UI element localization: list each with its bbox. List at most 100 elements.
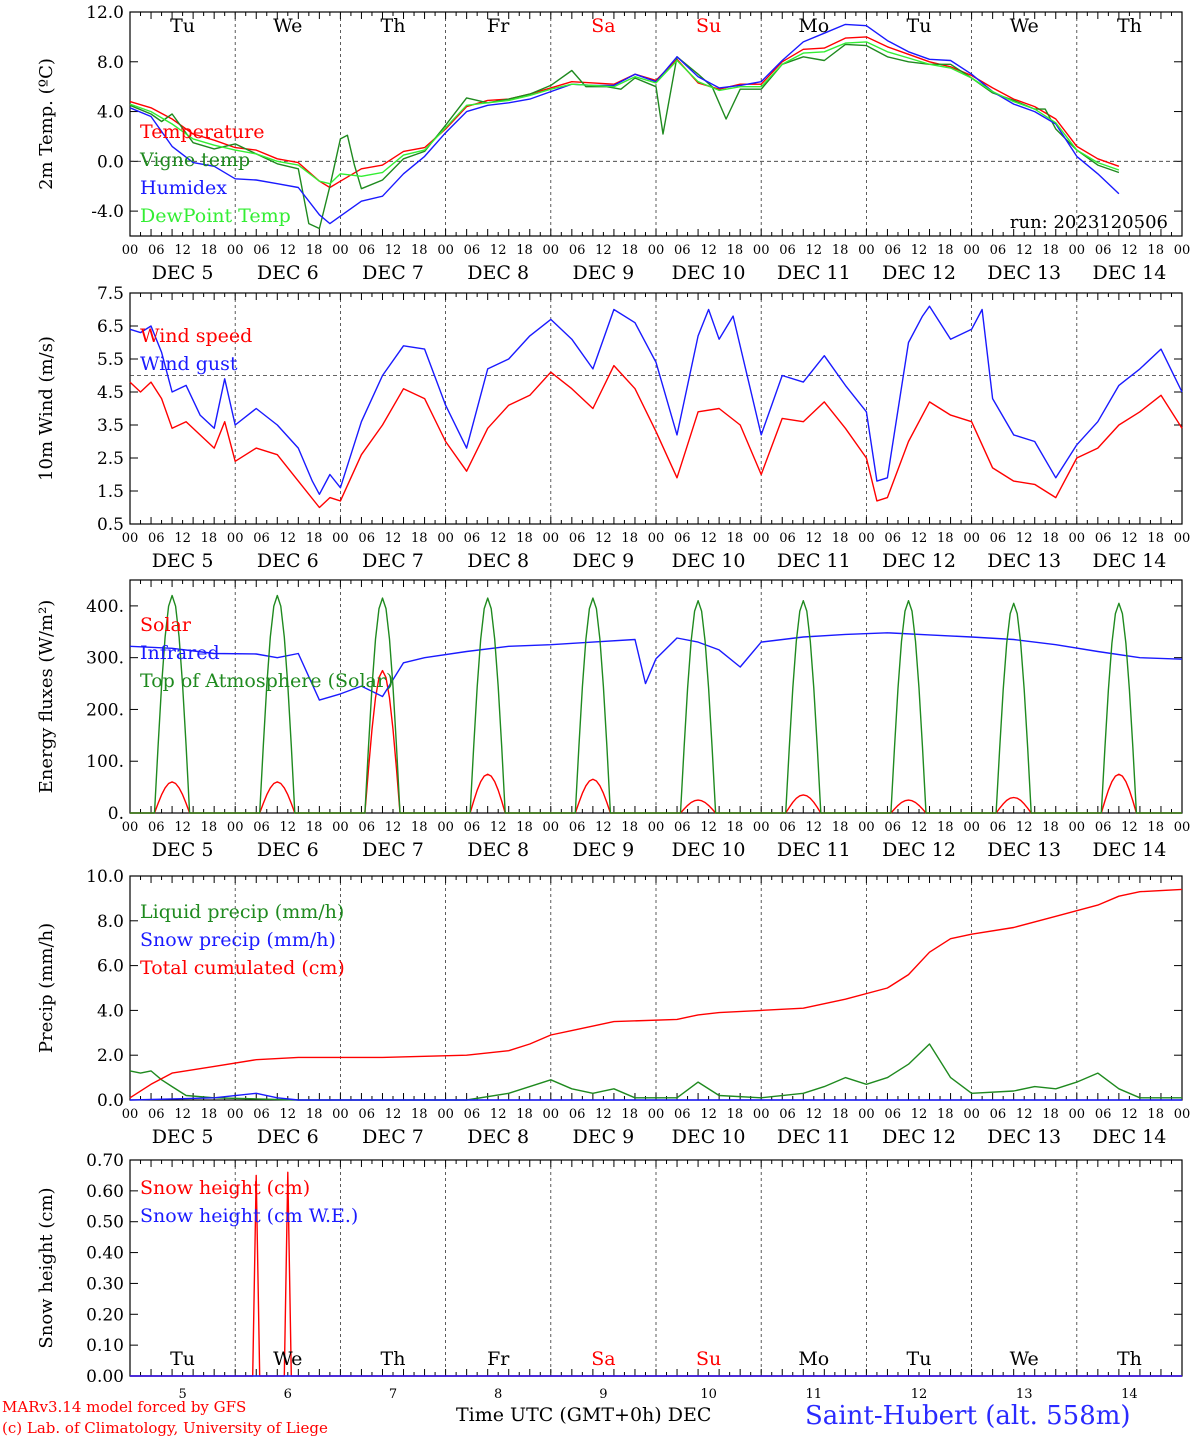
date-label: DEC 6: [257, 262, 319, 284]
hour-tick-label: 18: [727, 243, 744, 258]
hour-tick-label: 12: [280, 820, 297, 835]
hour-tick-label: 18: [516, 243, 533, 258]
hour-tick-label: 18: [306, 243, 323, 258]
panel-2: [129, 292, 1183, 525]
hour-tick-label: 06: [990, 243, 1007, 258]
lab-credit: (c) Lab. of Climatology, University of L…: [2, 1419, 328, 1437]
hour-tick-label: 06: [990, 1107, 1007, 1122]
panel-5: [129, 1159, 1183, 1377]
y-tick-label: 10.0: [86, 867, 124, 887]
legend-entry: Humidex: [140, 177, 227, 199]
hour-tick-label: 18: [1147, 243, 1164, 258]
hour-tick-label: 00: [122, 243, 139, 258]
date-label: DEC 7: [362, 550, 424, 572]
hour-tick-label: 00: [543, 531, 560, 546]
hour-tick-label: 12: [490, 531, 507, 546]
legend-entry: Total cumulated (cm): [140, 957, 345, 979]
x-axis-label: Time UTC (GMT+0h) DEC: [456, 1404, 712, 1426]
hour-tick-label: 18: [306, 531, 323, 546]
legend-entry: Temperature: [140, 121, 264, 143]
series-line-green: [129, 1043, 1182, 1101]
hour-tick-label: 00: [332, 531, 349, 546]
hour-tick-label: 06: [464, 820, 481, 835]
hour-tick-label: 00: [227, 1107, 244, 1122]
hour-tick-label: 12: [595, 243, 612, 258]
hour-tick-label: 18: [937, 820, 954, 835]
hour-tick-label: 06: [1095, 820, 1112, 835]
hour-tick-label: 06: [253, 531, 270, 546]
hour-tick-label: 18: [937, 531, 954, 546]
weekday-label: Mo: [798, 15, 829, 37]
date-label: DEC 6: [257, 839, 319, 861]
y-tick-label: 4.0: [97, 1001, 124, 1021]
date-label: DEC 10: [672, 1126, 746, 1148]
series-line-red: [129, 888, 1183, 1099]
y-tick-label: 0.: [108, 804, 124, 824]
y-tick-label: 0.10: [86, 1336, 124, 1356]
hour-tick-label: 18: [411, 531, 428, 546]
day-number-label: 5: [178, 1387, 186, 1402]
hour-tick-label: 18: [411, 820, 428, 835]
hour-tick-label: 00: [1174, 1107, 1191, 1122]
date-label: DEC 5: [152, 839, 214, 861]
hour-tick-label: 18: [516, 531, 533, 546]
series-line-blue: [129, 1092, 1182, 1101]
hour-tick-label: 06: [358, 820, 375, 835]
hour-tick-label: 12: [806, 531, 823, 546]
hour-tick-label: 12: [806, 820, 823, 835]
hour-tick-label: 12: [806, 1107, 823, 1122]
hour-tick-label: 12: [490, 243, 507, 258]
hour-tick-label: 00: [753, 1107, 770, 1122]
series-line-red: [129, 364, 1183, 509]
hour-tick-label: 00: [963, 820, 980, 835]
y-axis-title: Precip (mm/h): [36, 923, 57, 1053]
hour-tick-label: 12: [1016, 531, 1033, 546]
hour-tick-label: 06: [148, 531, 165, 546]
hour-tick-label: 00: [1069, 1107, 1086, 1122]
model-credit: MARv3.14 model forced by GFS: [2, 1398, 247, 1416]
hour-tick-label: 12: [490, 820, 507, 835]
date-label: DEC 11: [777, 1126, 851, 1148]
hour-tick-label: 12: [1121, 1107, 1138, 1122]
weekday-label: Tu: [907, 15, 932, 37]
y-tick-label: 0.30: [86, 1274, 124, 1294]
hour-tick-label: 00: [227, 243, 244, 258]
hour-tick-label: 00: [1069, 820, 1086, 835]
date-label: DEC 8: [467, 550, 529, 572]
hour-tick-label: 00: [437, 820, 454, 835]
legend-entry: Top of Atmosphere (Solar): [140, 670, 393, 692]
hour-tick-label: 12: [174, 531, 191, 546]
date-label: DEC 14: [1092, 550, 1166, 572]
date-label: DEC 11: [777, 839, 851, 861]
hour-tick-label: 12: [911, 1107, 928, 1122]
weekday-label: Fr: [487, 15, 510, 37]
weekday-label: Sa: [591, 15, 615, 37]
y-tick-label: 2.0: [97, 1046, 124, 1066]
hour-tick-label: 18: [516, 820, 533, 835]
y-axis-title: Energy fluxes (W/m²): [36, 600, 57, 794]
hour-tick-label: 12: [1121, 820, 1138, 835]
plot-frame: [129, 11, 1183, 237]
hour-tick-label: 18: [727, 1107, 744, 1122]
hour-tick-label: 12: [700, 531, 717, 546]
hour-tick-label: 00: [122, 1107, 139, 1122]
hour-tick-label: 00: [332, 820, 349, 835]
hour-tick-label: 06: [1095, 1107, 1112, 1122]
series-line-green: [130, 594, 1182, 814]
date-label: DEC 12: [882, 262, 956, 284]
weekday-label: Su: [696, 1348, 721, 1370]
series-line-blue: [129, 305, 1183, 495]
hour-tick-label: 06: [990, 531, 1007, 546]
hour-tick-label: 18: [727, 820, 744, 835]
hour-tick-label: 18: [1147, 1107, 1164, 1122]
date-label: DEC 9: [573, 839, 635, 861]
y-tick-label: 0.40: [86, 1244, 124, 1264]
weekday-label: Mo: [798, 1348, 829, 1370]
y-tick-label: -4.0: [91, 202, 124, 222]
hour-tick-label: 06: [990, 820, 1007, 835]
hour-tick-label: 00: [1069, 243, 1086, 258]
hour-tick-label: 12: [280, 1107, 297, 1122]
hour-tick-label: 06: [884, 820, 901, 835]
y-tick-label: 200.: [86, 700, 124, 720]
hour-tick-label: 00: [648, 1107, 665, 1122]
